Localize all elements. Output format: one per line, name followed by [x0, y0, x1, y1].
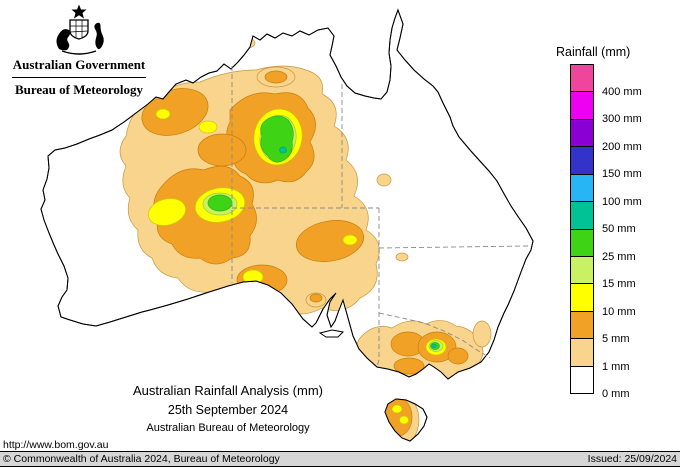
- bom-url: http://www.bom.gov.au: [3, 439, 109, 451]
- agency-header: Australian Government Bureau of Meteorol…: [10, 4, 148, 98]
- legend-swatch-300mm: [571, 92, 593, 120]
- legend-label-25mm: 25 mm: [602, 250, 636, 263]
- map-date: 25th September 2024: [167, 403, 289, 417]
- commonwealth-star: [71, 4, 87, 19]
- map-source: Australian Bureau of Meteorology: [146, 422, 310, 434]
- legend-swatch-25mm: [571, 229, 593, 257]
- map-title: Australian Rainfall Analysis (mm): [132, 383, 323, 398]
- bureau-title: Bureau of Meteorology: [14, 82, 144, 97]
- kangaroo-silhouette: [56, 29, 71, 51]
- kangaroo-island-outline: [318, 329, 345, 338]
- legend-swatch-10mm: [571, 284, 593, 312]
- shield: [69, 19, 89, 40]
- australian-coat-of-arms-icon: [56, 4, 104, 55]
- legend-swatch-400mm: [571, 65, 593, 93]
- legend-label-150mm: 150 mm: [602, 168, 642, 180]
- legend-swatch-5mm: [571, 311, 593, 340]
- legend-swatch-100mm: [571, 174, 593, 203]
- issued-date: Issued: 25/09/2024: [587, 453, 677, 465]
- legend-label-50mm: 50 mm: [602, 223, 636, 235]
- rainfall-50mm-contours: [279, 146, 437, 349]
- legend-swatch-15mm: [571, 256, 593, 285]
- legend-label-5mm: 5 mm: [602, 333, 630, 345]
- government-title: Australian Government: [12, 57, 146, 72]
- rainfall-map: [40, 8, 534, 442]
- legend-swatch-150mm: [571, 147, 593, 175]
- legend-label-400mm: 400 mm: [602, 85, 642, 98]
- map-caption: Australian Rainfall Analysis (mm) 25th S…: [88, 383, 368, 434]
- legend-swatch-0mm: [571, 366, 593, 394]
- legend-label-100mm: 100 mm: [602, 195, 642, 208]
- legend-label-300mm: 300 mm: [602, 113, 642, 125]
- emu-silhouette: [94, 22, 104, 50]
- legend-swatch-1mm: [571, 339, 593, 367]
- copyright-text: © Commonwealth of Australia 2024, Bureau…: [3, 453, 280, 465]
- legend-label-1mm: 1 mm: [602, 360, 630, 373]
- header-divider: [12, 77, 146, 78]
- legend-label-15mm: 15 mm: [602, 278, 636, 290]
- legend-label-10mm: 10 mm: [602, 305, 636, 318]
- legend-swatch-50mm: [571, 202, 593, 230]
- rainfall-5mm-contours: [141, 70, 469, 437]
- legend-swatch-200mm: [571, 119, 593, 148]
- legend-labels: 400 mm 300 mm 200 mm 150 mm 100 mm 50 mm 25 mm…: [602, 64, 672, 401]
- legend-label-0mm: 0 mm: [602, 388, 630, 400]
- footer-bar: © Commonwealth of Australia 2024, Bureau…: [0, 451, 680, 467]
- legend-color-scale: [570, 64, 594, 394]
- state-borders: [231, 66, 529, 368]
- scroll: [61, 50, 97, 55]
- legend-label-200mm: 200 mm: [602, 140, 642, 153]
- legend-title: Rainfall (mm): [556, 45, 631, 59]
- coastline-overlay: [40, 8, 534, 442]
